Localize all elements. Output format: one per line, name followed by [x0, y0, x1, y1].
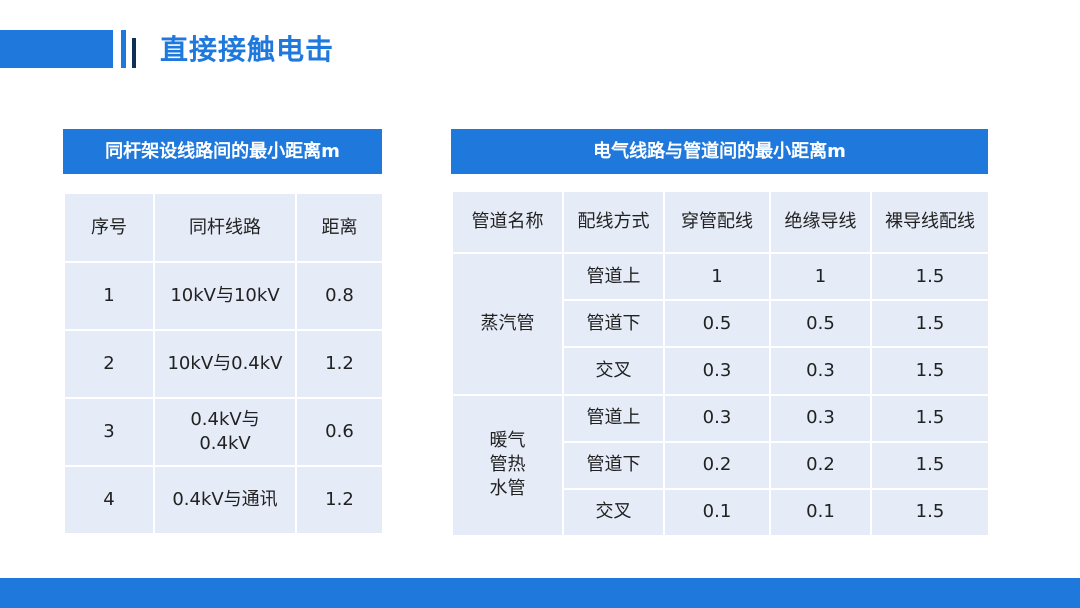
insulated-distance: 0.3: [769, 346, 872, 396]
row-number: 1: [63, 261, 155, 331]
conduit-distance: 0.3: [663, 393, 771, 443]
table-row: 暖气管热水管 管道上 0.3 0.3 1.5: [451, 393, 990, 538]
wiring-method: 管道下: [562, 299, 665, 349]
conduit-distance: 0.1: [663, 487, 771, 538]
line-type: 0.4kV与0.4kV: [153, 397, 297, 467]
distance-value: 1.2: [295, 329, 384, 399]
table-row: 4 0.4kV与通讯 1.2: [63, 465, 384, 535]
insulated-distance: 0.5: [769, 299, 872, 349]
bare-distance: 1.5: [870, 299, 990, 349]
table-header-row: 序号 同杆线路 距离: [63, 192, 384, 263]
table-row: 蒸汽管 管道上 1 1 1.5: [451, 252, 990, 396]
distance-value: 0.8: [295, 261, 384, 331]
conduit-distance: 0.3: [663, 346, 771, 396]
column-header: 距离: [295, 192, 384, 263]
column-header: 同杆线路: [153, 192, 297, 263]
title-accent-stripe: [121, 30, 126, 68]
table-row: 2 10kV与0.4kV 1.2: [63, 329, 384, 399]
row-number: 2: [63, 329, 155, 399]
line-type: 10kV与0.4kV: [153, 329, 297, 399]
column-header: 绝缘导线: [769, 189, 872, 255]
left-table-header: 同杆架设线路间的最小距离m: [63, 129, 382, 174]
right-table-header: 电气线路与管道间的最小距离m: [451, 129, 988, 174]
pipe-name: 蒸汽管: [451, 252, 564, 396]
table-row: 管道下 0.2 0.2 1.5: [452, 440, 990, 490]
table-row: 1 10kV与10kV 0.8: [63, 261, 384, 331]
bare-distance: 1.5: [870, 487, 990, 538]
column-header: 配线方式: [562, 189, 665, 255]
insulated-distance: 1: [769, 252, 872, 302]
conduit-distance: 1: [663, 252, 771, 302]
bare-distance: 1.5: [870, 346, 990, 396]
right-table: 管道名称 配线方式 穿管配线 绝缘导线 裸导线配线 蒸汽管 管道上 1 1 1.…: [451, 189, 990, 538]
insulated-distance: 0.1: [769, 487, 872, 538]
table-row: 管道下 0.5 0.5 1.5: [452, 299, 990, 349]
line-type: 10kV与10kV: [153, 261, 297, 331]
table-row: 3 0.4kV与0.4kV 0.6: [63, 397, 384, 467]
wiring-method: 交叉: [562, 487, 665, 538]
column-header: 穿管配线: [663, 189, 771, 255]
title-accent-bar: [0, 30, 113, 68]
column-header: 管道名称: [451, 189, 564, 255]
row-number: 4: [63, 465, 155, 535]
insulated-distance: 0.3: [769, 393, 872, 443]
table-header-row: 管道名称 配线方式 穿管配线 绝缘导线 裸导线配线: [451, 189, 990, 255]
page-title: 直接接触电击: [160, 33, 335, 66]
column-header: 裸导线配线: [870, 189, 990, 255]
insulated-distance: 0.2: [769, 440, 872, 490]
wiring-method: 管道下: [562, 440, 665, 490]
pipe-name: 暖气管热水管: [451, 393, 564, 538]
wiring-method: 交叉: [562, 346, 665, 396]
table-row: 交叉 0.3 0.3 1.5: [452, 346, 990, 396]
bare-distance: 1.5: [870, 252, 990, 302]
wiring-method: 管道上: [562, 393, 665, 443]
bare-distance: 1.5: [870, 440, 990, 490]
distance-value: 1.2: [295, 465, 384, 535]
line-type: 0.4kV与通讯: [153, 465, 297, 535]
conduit-distance: 0.5: [663, 299, 771, 349]
title-accent-stripe-dark: [132, 38, 136, 68]
left-table: 序号 同杆线路 距离 1 10kV与10kV 0.8 2 10kV与0.4kV …: [63, 192, 384, 535]
bare-distance: 1.5: [870, 393, 990, 443]
conduit-distance: 0.2: [663, 440, 771, 490]
column-header: 序号: [63, 192, 155, 263]
distance-value: 0.6: [295, 397, 384, 467]
table-row: 交叉 0.1 0.1 1.5: [452, 487, 990, 538]
wiring-method: 管道上: [562, 252, 665, 302]
row-number: 3: [63, 397, 155, 467]
footer-accent-bar: [0, 578, 1080, 608]
